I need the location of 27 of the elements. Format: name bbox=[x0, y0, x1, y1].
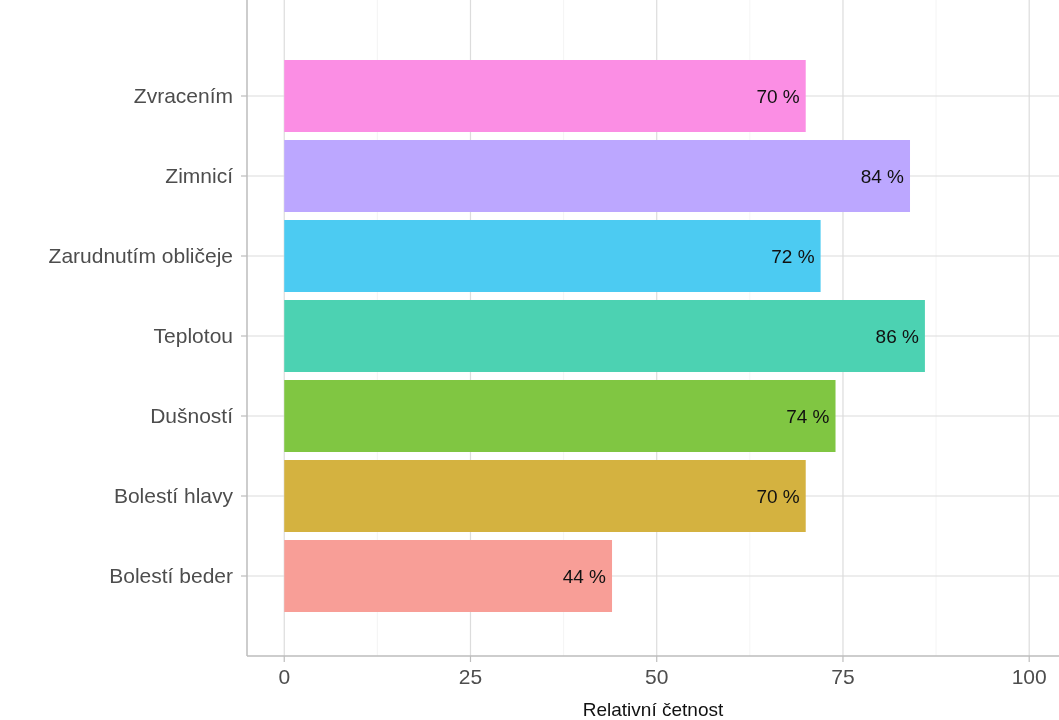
x-axis-title: Relativní četnost bbox=[582, 699, 724, 720]
x-tick-label: 25 bbox=[458, 665, 483, 688]
y-tick-label: Zimnicí bbox=[165, 164, 234, 188]
y-tick-label: Teplotou bbox=[153, 324, 233, 348]
x-tick-label: 100 bbox=[1011, 665, 1047, 688]
y-tick-label: Dušností bbox=[150, 404, 234, 428]
y-tick-label: Bolestí beder bbox=[109, 564, 233, 588]
y-tick-label: Zarudnutím obličeje bbox=[48, 244, 233, 268]
bar bbox=[284, 380, 836, 452]
x-tick-label: 0 bbox=[278, 665, 291, 688]
data-label: 70 % bbox=[756, 485, 800, 507]
bar bbox=[284, 460, 806, 532]
x-tick-label: 75 bbox=[831, 665, 855, 688]
data-label: 74 % bbox=[786, 405, 830, 427]
data-label: 86 % bbox=[875, 325, 920, 347]
bar bbox=[284, 60, 806, 132]
y-tick-label: Zvracením bbox=[133, 84, 233, 108]
bar bbox=[284, 140, 911, 212]
data-label: 84 % bbox=[860, 165, 905, 187]
bar bbox=[284, 540, 613, 612]
data-label: 44 % bbox=[562, 565, 607, 587]
bar bbox=[284, 220, 821, 292]
x-tick-label: 50 bbox=[645, 665, 669, 688]
data-label: 72 % bbox=[771, 245, 815, 267]
bar bbox=[284, 300, 925, 372]
y-tick-label: Bolestí hlavy bbox=[113, 484, 234, 508]
data-label: 70 % bbox=[756, 85, 800, 107]
